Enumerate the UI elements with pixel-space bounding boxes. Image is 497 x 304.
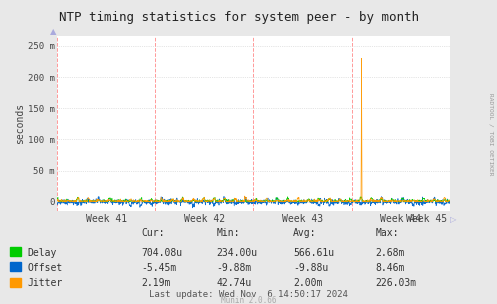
Text: 2.68m: 2.68m bbox=[375, 248, 405, 257]
Text: 234.00u: 234.00u bbox=[216, 248, 257, 257]
Text: Delay: Delay bbox=[27, 248, 57, 257]
Text: NTP timing statistics for system peer - by month: NTP timing statistics for system peer - … bbox=[59, 11, 418, 24]
Text: Cur:: Cur: bbox=[142, 228, 165, 238]
Text: RADTOOL / TOBI OETIKER: RADTOOL / TOBI OETIKER bbox=[489, 92, 494, 175]
Text: Offset: Offset bbox=[27, 263, 63, 273]
Text: 226.03m: 226.03m bbox=[375, 278, 416, 288]
Text: 2.19m: 2.19m bbox=[142, 278, 171, 288]
Text: -5.45m: -5.45m bbox=[142, 263, 177, 273]
Text: Avg:: Avg: bbox=[293, 228, 317, 238]
Text: Max:: Max: bbox=[375, 228, 399, 238]
Text: 704.08u: 704.08u bbox=[142, 248, 183, 257]
Text: 42.74u: 42.74u bbox=[216, 278, 251, 288]
Text: Munin 2.0.66: Munin 2.0.66 bbox=[221, 296, 276, 304]
Text: 2.00m: 2.00m bbox=[293, 278, 323, 288]
Text: Last update: Wed Nov  6 14:50:17 2024: Last update: Wed Nov 6 14:50:17 2024 bbox=[149, 290, 348, 299]
Text: Jitter: Jitter bbox=[27, 278, 63, 288]
Text: ▲: ▲ bbox=[50, 27, 57, 36]
Text: Min:: Min: bbox=[216, 228, 240, 238]
Text: 566.61u: 566.61u bbox=[293, 248, 334, 257]
Text: 8.46m: 8.46m bbox=[375, 263, 405, 273]
Text: -9.88u: -9.88u bbox=[293, 263, 329, 273]
Y-axis label: seconds: seconds bbox=[15, 103, 25, 144]
Text: ▷: ▷ bbox=[450, 215, 456, 224]
Text: -9.88m: -9.88m bbox=[216, 263, 251, 273]
